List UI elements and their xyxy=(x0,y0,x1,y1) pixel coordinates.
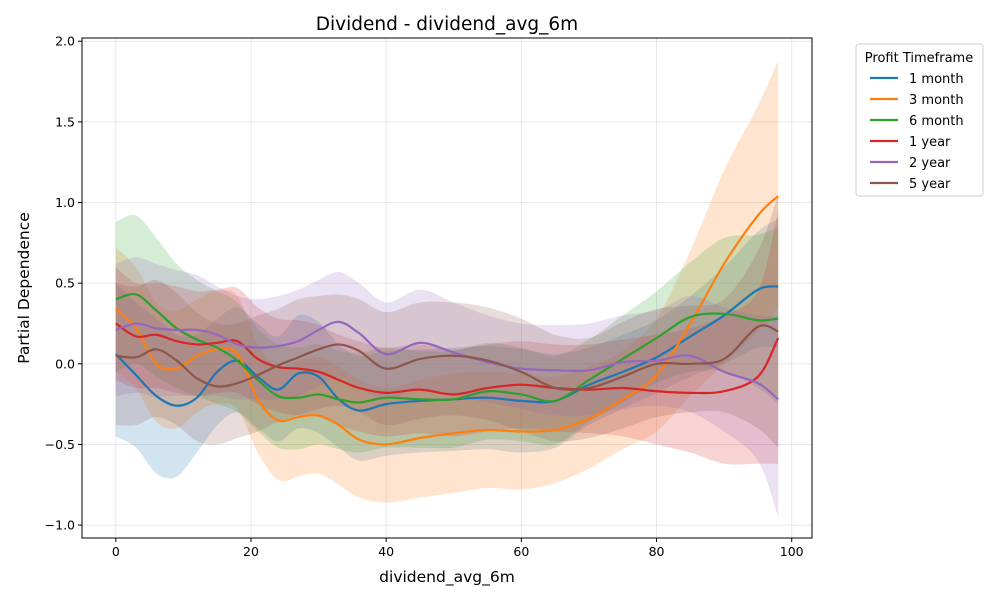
x-tick-label: 80 xyxy=(649,544,665,559)
legend-label-3-month: 3 month xyxy=(909,93,964,108)
series-lines xyxy=(115,195,780,446)
band-1-year xyxy=(115,210,779,465)
y-axis-title: Partial Dependence xyxy=(15,212,33,364)
line-2-year xyxy=(115,320,779,401)
y-tick-label: 1.5 xyxy=(55,114,75,129)
y-tick-label: 2.0 xyxy=(55,34,75,49)
legend-label-1-month: 1 month xyxy=(909,72,964,87)
legend-label-6-month: 6 month xyxy=(909,114,964,129)
band-3-month xyxy=(115,60,779,503)
legend-title: Profit Timeframe xyxy=(865,51,973,66)
x-axis-title: dividend_avg_6m xyxy=(379,568,515,587)
x-tick-label: 20 xyxy=(243,544,259,559)
y-tick-label: −0.5 xyxy=(45,437,75,452)
band-2-year xyxy=(115,257,779,518)
plot-area-frame xyxy=(81,37,813,539)
legend-items: 1 month 3 month 6 month 1 year 2 year 5 year xyxy=(870,72,964,192)
line-1-month xyxy=(115,285,779,412)
axis-ticks: 0 20 40 60 80 100 −1.0 −0.5 0.0 0.5 1.0 1.5 2.0 xyxy=(45,34,804,559)
x-tick-label: 40 xyxy=(378,544,394,559)
y-tick-label: 0.5 xyxy=(55,276,75,291)
band-5-year xyxy=(115,194,779,448)
y-tick-label: −1.0 xyxy=(45,518,75,533)
chart-title: Dividend - dividend_avg_6m xyxy=(316,14,578,35)
x-tick-label: 100 xyxy=(780,544,804,559)
band-1-month xyxy=(115,218,779,479)
legend-label-2-year: 2 year xyxy=(909,156,951,171)
y-tick-label: 0.0 xyxy=(55,356,75,371)
legend-label-5-year: 5 year xyxy=(909,177,951,192)
line-3-month xyxy=(115,195,779,446)
x-tick-label: 0 xyxy=(112,544,120,559)
y-tick-label: 1.0 xyxy=(55,195,75,210)
band-6-month xyxy=(115,214,779,453)
line-6-month xyxy=(115,292,779,404)
legend-box xyxy=(855,43,984,197)
x-tick-label: 60 xyxy=(513,544,529,559)
legend-label-1-year: 1 year xyxy=(909,135,951,150)
grid-lines xyxy=(82,38,812,538)
line-5-year xyxy=(115,324,779,391)
line-1-year xyxy=(115,322,780,396)
confidence-bands xyxy=(115,60,779,518)
